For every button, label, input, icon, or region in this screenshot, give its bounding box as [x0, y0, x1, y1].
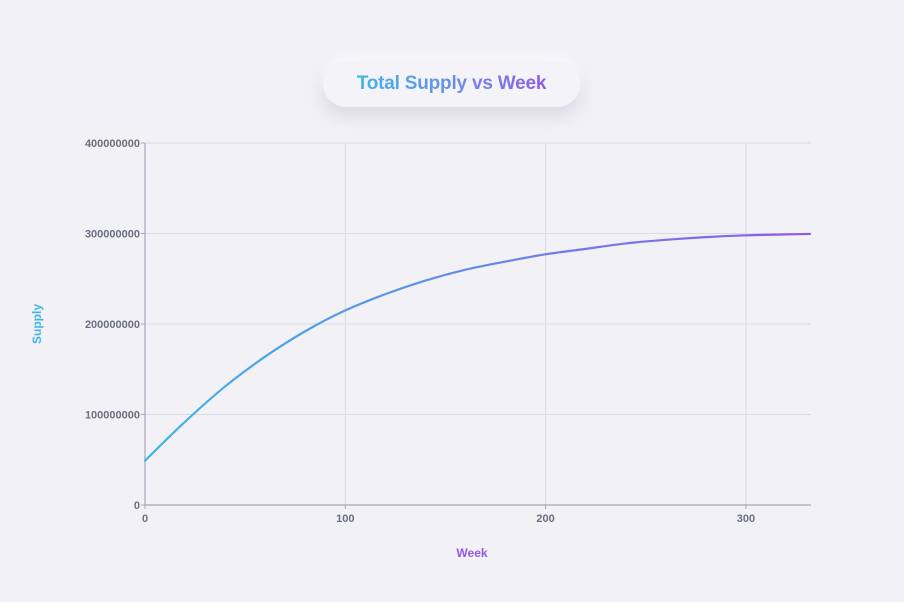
chart-title-pill: Total Supply vs Week — [323, 61, 580, 107]
x-tick-label: 0 — [142, 513, 148, 525]
y-axis-title: Supply — [30, 304, 44, 344]
chart-title: Total Supply vs Week — [356, 73, 547, 94]
y-tick-label: 300000000 — [85, 229, 140, 241]
series-layer — [143, 232, 812, 462]
y-tick-label: 400000000 — [85, 138, 140, 150]
grid-lines — [145, 142, 811, 505]
supply-series-line — [143, 232, 812, 462]
y-tick-label: 200000000 — [85, 319, 140, 331]
x-tick-label: 100 — [336, 513, 354, 525]
y-tick-label: 0 — [134, 500, 140, 512]
x-tick-label: 200 — [536, 513, 554, 525]
x-tick-label: 300 — [737, 513, 755, 525]
tick-labels: 0 100000000 200000000 300000000 400000000 0 10… — [85, 138, 755, 525]
y-tick-label: 100000000 — [85, 410, 140, 422]
x-axis-title: Week — [456, 546, 487, 560]
axes — [141, 142, 811, 509]
